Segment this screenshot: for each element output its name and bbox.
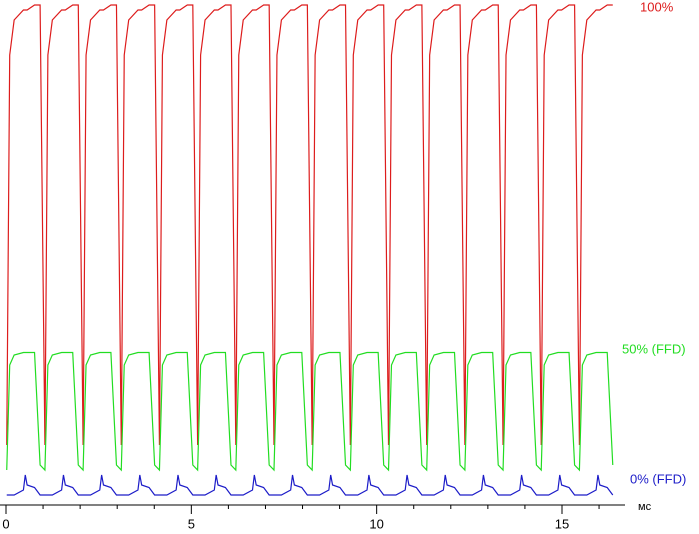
x-tick-label: 0 [2, 516, 9, 531]
series-label: 0% (FFD) [630, 471, 686, 486]
x-axis-label: мс [638, 501, 652, 513]
series-label: 50% (FFD) [622, 341, 686, 356]
series-label: 100% [640, 0, 674, 14]
x-tick-label: 15 [555, 516, 569, 531]
series-line [6, 474, 614, 496]
x-tick-label: 5 [188, 516, 195, 531]
series-line [6, 351, 614, 472]
series-line [6, 4, 613, 446]
x-tick-label: 10 [369, 516, 383, 531]
